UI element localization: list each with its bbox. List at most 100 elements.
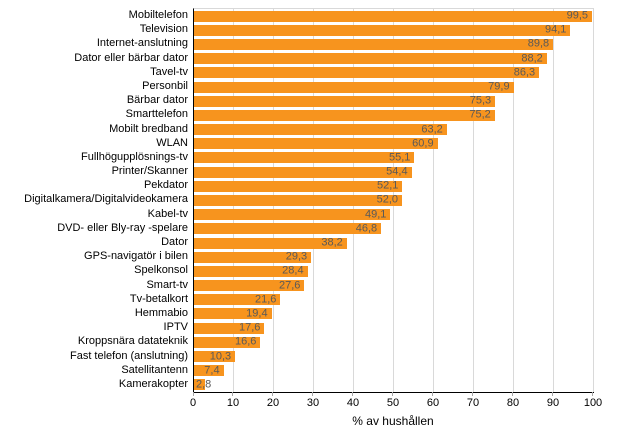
category-label: Dator	[161, 236, 188, 249]
bar: 94,1	[194, 23, 571, 36]
gridline-60	[433, 9, 434, 392]
bar: 21,6	[194, 293, 281, 306]
category-label: Personbil	[142, 80, 188, 92]
bar: 28,4	[194, 264, 308, 277]
bar-value-label: 99,5	[566, 9, 588, 22]
category-label: DVD- eller Bly-ray -spelare	[57, 221, 188, 234]
category-label: Mobiltelefon	[128, 9, 188, 22]
bar-row: 79,9	[194, 80, 594, 94]
tick-label-0: 0	[189, 397, 197, 409]
bar-row: 60,9	[194, 137, 594, 151]
bar-row: 55,1	[194, 151, 594, 165]
tick-mark-0	[193, 392, 194, 396]
tick-label-80: 80	[506, 397, 520, 409]
bar-value-label: 2,8	[196, 378, 212, 391]
bar-row: 46,8	[194, 222, 594, 236]
category-label: Printer/Skanner	[111, 165, 188, 178]
bar: 55,1	[194, 151, 415, 164]
category-label: Television	[139, 23, 188, 36]
x-axis: 0 10 20 30 40 50 60 70 80 90 100	[189, 392, 602, 412]
tick-mark-60	[432, 392, 433, 396]
bar: 7,4	[194, 364, 224, 377]
tick-label-10: 10	[226, 397, 240, 409]
gridline-90	[553, 9, 554, 392]
bar-value-label: 54,4	[386, 165, 408, 178]
bar-value-label: 55,1	[388, 151, 411, 164]
bar-value-label: 21,6	[254, 293, 277, 306]
bar-value-label: 60,9	[412, 137, 434, 150]
category-label: Fullhögupplösnings-tv	[80, 150, 188, 163]
category-label: Smarttelefon	[125, 108, 188, 121]
tick-mark-30	[312, 392, 313, 396]
tick-label-40: 40	[346, 397, 360, 409]
bar: 10,3	[194, 350, 236, 363]
bar: 99,5	[194, 9, 592, 22]
bar-row: 21,6	[194, 293, 594, 307]
bar: 38,2	[194, 236, 347, 249]
bar-value-label: 46,8	[355, 222, 378, 235]
tick-mark-50	[392, 392, 393, 396]
bar: 54,4	[194, 165, 412, 178]
bar-row: 94,1	[194, 23, 594, 37]
plot-area: 99,5 94,1 89,8 88,2 86,3 79,9 75,3 75,2 63,2 60,9…	[193, 8, 594, 393]
bar: 88,2	[194, 52, 547, 65]
bar-row: 52,1	[194, 179, 594, 193]
bar: 29,3	[194, 250, 312, 263]
bar-row: 75,2	[194, 108, 594, 122]
bar-value-label: 7,4	[204, 364, 220, 377]
bar: 60,9	[194, 137, 438, 150]
category-label: Tv-betalkort	[129, 292, 188, 305]
bar-row: 63,2	[194, 122, 594, 136]
bar-row: 27,6	[194, 279, 594, 293]
bar: 27,6	[194, 279, 305, 292]
bar-row: 7,4	[194, 364, 594, 378]
bar-value-label: 94,1	[544, 23, 567, 36]
category-label: WLAN	[156, 136, 188, 149]
category-label: Satellitantenn	[121, 363, 188, 376]
bar-value-label: 88,2	[521, 52, 543, 65]
bar: 2,8	[194, 379, 211, 391]
bar-value-label: 28,4	[282, 264, 304, 277]
bar-value-label: 52,0	[376, 193, 398, 206]
bar-row: 17,6	[194, 321, 594, 335]
category-label: Kamerakopter	[118, 377, 188, 390]
tick-mark-20	[272, 392, 273, 396]
bar-value-label: 86,3	[513, 66, 536, 79]
category-label: Tavel-tv	[150, 65, 188, 78]
bar-row: 99,5	[194, 9, 594, 23]
category-label: Bärbar dator	[126, 94, 188, 107]
bar: 19,4	[194, 308, 272, 320]
bar: 89,8	[194, 38, 554, 50]
bar: 86,3	[194, 66, 540, 79]
bar-value-label: 75,2	[469, 108, 491, 121]
bar: 75,3	[194, 94, 496, 107]
category-label: Dator eller bärbar dator	[74, 51, 188, 64]
bar-value-label: 38,2	[321, 236, 343, 249]
gridline-100	[593, 9, 594, 392]
tick-label-90: 90	[546, 397, 560, 409]
tick-label-30: 30	[306, 397, 320, 409]
bar-row: 29,3	[194, 250, 594, 264]
bar-row: 38,2	[194, 236, 594, 250]
bar: 17,6	[194, 322, 265, 334]
tick-label-50: 50	[386, 397, 400, 409]
bar-row: 10,3	[194, 349, 594, 363]
bar-value-label: 79,9	[488, 80, 510, 93]
bar-row: 52,0	[194, 193, 594, 207]
tick-label-100: 100	[583, 397, 603, 409]
bar-value-label: 75,3	[469, 94, 492, 107]
bar-row: 2,8	[194, 378, 594, 392]
bar-value-label: 27,6	[278, 279, 301, 292]
bar-row: 86,3	[194, 66, 594, 80]
bar-row: 75,3	[194, 94, 594, 108]
gridline-70	[473, 9, 474, 392]
bar-row: 88,2	[194, 52, 594, 66]
tick-label-60: 60	[426, 397, 440, 409]
category-label: Pekdator	[143, 179, 188, 192]
x-axis-title: % av hushållen	[352, 414, 434, 428]
tick-mark-10	[232, 392, 233, 396]
bar-value-label: 10,3	[209, 350, 232, 363]
bar-row: 19,4	[194, 307, 594, 321]
bar-value-label: 29,3	[285, 250, 308, 263]
